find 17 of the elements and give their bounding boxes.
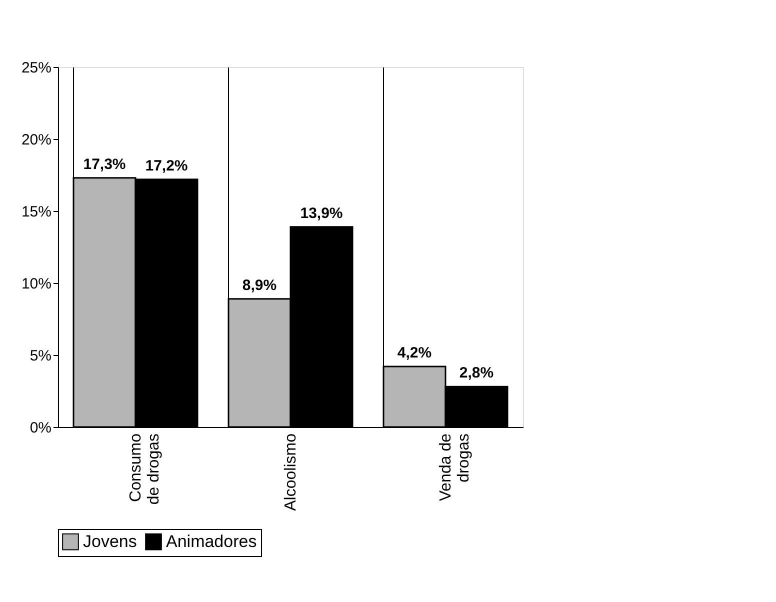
legend-label: Animadores <box>166 532 257 551</box>
y-tick-label: 10% <box>21 276 52 292</box>
data-label: 17,3% <box>83 156 126 173</box>
x-tick-label: Venda de drogas <box>438 433 472 502</box>
data-label: 8,9% <box>242 276 277 294</box>
y-tick-label: 20% <box>21 132 52 148</box>
data-label: 17,2% <box>145 157 188 174</box>
data-label: 4,2% <box>397 344 432 362</box>
x-tick-label: Consumo de drogas <box>128 433 162 505</box>
data-label: 2,8% <box>459 364 494 382</box>
y-tick-label: 25% <box>21 60 52 76</box>
y-tick-label: 0% <box>30 420 52 436</box>
data-label: 13,9% <box>300 204 343 222</box>
legend-label: Jovens <box>83 532 137 551</box>
y-tick-label: 5% <box>30 348 52 364</box>
y-tick-label: 15% <box>21 204 52 220</box>
x-tick-label: Alcoolismo <box>282 433 300 511</box>
